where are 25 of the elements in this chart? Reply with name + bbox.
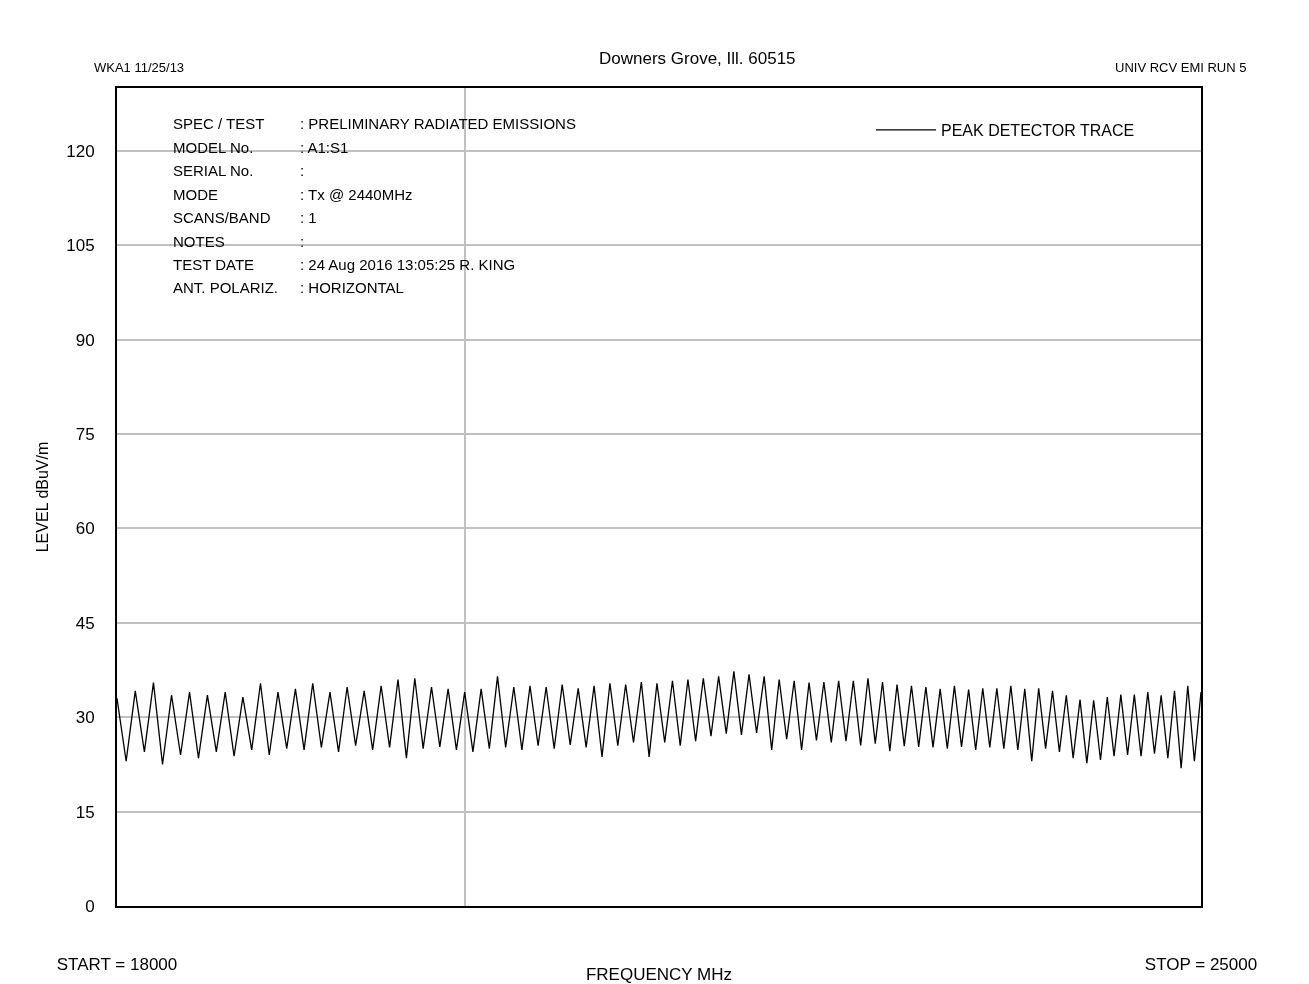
y-tick-label: 90: [75, 330, 95, 350]
y-axis-title: LEVEL dBuV/m: [33, 441, 51, 553]
text: NOTES :: [173, 233, 305, 250]
text: SERIAL No. :: [173, 162, 305, 179]
y-tick-label: 60: [75, 519, 95, 539]
y-tick-label: 0: [85, 896, 95, 916]
text: WKA1 11/25/13: [94, 60, 185, 75]
text: MODE : Tx @ 2440MHz: [173, 186, 413, 203]
text: TEST DATE : 24 Aug 2016 13:05:25 R. KING: [173, 256, 516, 273]
text: ANT. POLARIZ. : HORIZONTAL: [173, 279, 404, 296]
y-tick-label: 120: [66, 141, 95, 161]
x-axis-title: FREQUENCY MHz: [585, 965, 733, 984]
text: UNIV RCV EMI RUN 5: [1115, 60, 1247, 75]
y-tick-label: 105: [66, 236, 95, 256]
y-tick-label: 30: [75, 708, 95, 728]
x-tick-label: START = 18000: [56, 955, 178, 975]
text: MODEL No. : A1:S1: [173, 139, 349, 156]
y-tick-label: 15: [75, 802, 95, 822]
text: SCANS/BAND : 1: [173, 209, 317, 226]
y-tick-label: 75: [75, 425, 95, 445]
x-tick-label: STOP = 25000: [1144, 955, 1258, 975]
chart-subtitle: Downers Grove, Ill. 60515: [599, 49, 796, 68]
text: SPEC / TEST : PRELIMINARY RADIATED EMISSIONS: [173, 115, 576, 132]
legend-label: PEAK DETECTOR TRACE: [941, 122, 1135, 140]
y-tick-label: 45: [75, 613, 95, 633]
